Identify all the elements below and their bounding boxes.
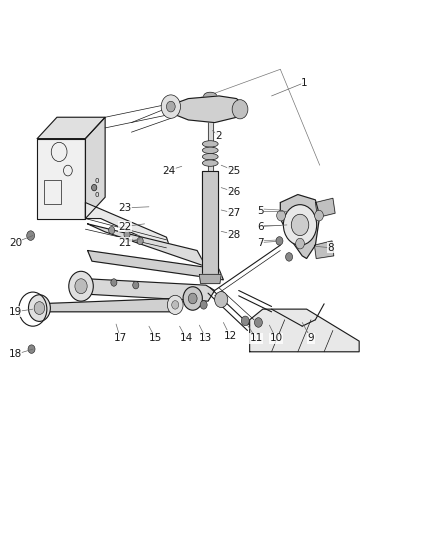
Polygon shape [37, 298, 182, 312]
Text: 20: 20 [9, 238, 22, 247]
Text: 26: 26 [228, 187, 241, 197]
Text: 6: 6 [257, 222, 264, 231]
Text: 5: 5 [257, 206, 264, 215]
Text: 28: 28 [228, 230, 241, 239]
Text: 9: 9 [307, 334, 314, 343]
Circle shape [200, 301, 207, 309]
Circle shape [161, 95, 180, 118]
Text: 24: 24 [162, 166, 175, 175]
Circle shape [34, 302, 45, 314]
Circle shape [27, 231, 35, 240]
Circle shape [277, 211, 286, 221]
Text: 0: 0 [94, 178, 99, 184]
Text: 27: 27 [228, 208, 241, 218]
Text: 8: 8 [327, 243, 334, 253]
Text: 1: 1 [301, 78, 308, 87]
Circle shape [133, 281, 139, 289]
Polygon shape [85, 117, 105, 219]
Circle shape [215, 292, 228, 308]
Text: 23: 23 [118, 203, 131, 213]
Circle shape [283, 205, 317, 245]
Circle shape [241, 316, 249, 326]
Ellipse shape [202, 147, 218, 154]
Circle shape [137, 237, 143, 245]
Circle shape [276, 237, 283, 245]
Bar [44, 180, 61, 204]
Polygon shape [202, 171, 218, 274]
Circle shape [254, 318, 262, 327]
Polygon shape [250, 309, 359, 352]
Circle shape [291, 214, 309, 236]
Circle shape [188, 293, 197, 304]
Polygon shape [280, 195, 320, 259]
Polygon shape [77, 278, 215, 301]
Circle shape [92, 184, 97, 191]
Circle shape [28, 345, 35, 353]
Text: 12: 12 [223, 331, 237, 341]
Text: 21: 21 [118, 238, 131, 247]
Text: 17: 17 [114, 334, 127, 343]
Circle shape [28, 295, 50, 321]
Ellipse shape [202, 154, 218, 160]
Circle shape [172, 301, 179, 309]
Circle shape [166, 101, 175, 112]
Polygon shape [37, 117, 105, 139]
Polygon shape [208, 96, 213, 171]
Ellipse shape [202, 160, 218, 166]
Circle shape [75, 279, 87, 294]
Text: 14: 14 [180, 334, 193, 343]
Polygon shape [85, 203, 171, 251]
Polygon shape [315, 198, 335, 217]
Polygon shape [88, 224, 206, 266]
Circle shape [111, 279, 117, 286]
Text: 19: 19 [9, 307, 22, 317]
Polygon shape [314, 241, 334, 259]
Ellipse shape [202, 141, 218, 147]
Polygon shape [88, 251, 223, 280]
Polygon shape [166, 96, 245, 123]
Circle shape [232, 100, 248, 119]
Circle shape [167, 295, 183, 314]
Polygon shape [37, 139, 85, 219]
Text: 11: 11 [250, 334, 263, 343]
Circle shape [296, 238, 304, 249]
Circle shape [124, 231, 130, 238]
Text: 13: 13 [199, 334, 212, 343]
Circle shape [109, 227, 115, 234]
Text: 0: 0 [94, 191, 99, 198]
Ellipse shape [204, 92, 217, 100]
Text: 22: 22 [118, 222, 131, 231]
Text: 2: 2 [215, 131, 223, 141]
Text: 7: 7 [257, 238, 264, 247]
Circle shape [286, 253, 293, 261]
Text: 15: 15 [149, 334, 162, 343]
Text: 25: 25 [228, 166, 241, 175]
Text: 10: 10 [269, 334, 283, 343]
Circle shape [314, 211, 323, 221]
Polygon shape [199, 274, 221, 284]
Circle shape [69, 271, 93, 301]
Circle shape [183, 287, 202, 310]
Text: 18: 18 [9, 350, 22, 359]
